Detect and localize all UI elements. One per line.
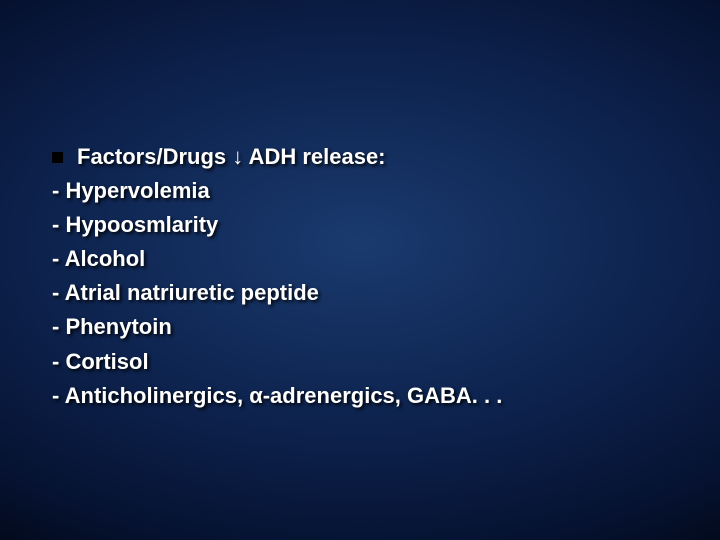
list-item: - Anticholinergics, α-adrenergics, GABA.… bbox=[52, 379, 680, 413]
list-item: - Hypervolemia bbox=[52, 174, 680, 208]
list-item: - Phenytoin bbox=[52, 310, 680, 344]
square-bullet-icon bbox=[52, 152, 63, 163]
list-item: - Hypoosmlarity bbox=[52, 208, 680, 242]
list-item: - Alcohol bbox=[52, 242, 680, 276]
list-item: - Cortisol bbox=[52, 345, 680, 379]
slide-container: Factors/Drugs ↓ ADH release: - Hypervole… bbox=[0, 0, 720, 540]
list-item: - Atrial natriuretic peptide bbox=[52, 276, 680, 310]
title-line: Factors/Drugs ↓ ADH release: bbox=[52, 140, 680, 174]
slide-title: Factors/Drugs ↓ ADH release: bbox=[77, 140, 386, 174]
slide-content: Factors/Drugs ↓ ADH release: - Hypervole… bbox=[52, 140, 680, 413]
